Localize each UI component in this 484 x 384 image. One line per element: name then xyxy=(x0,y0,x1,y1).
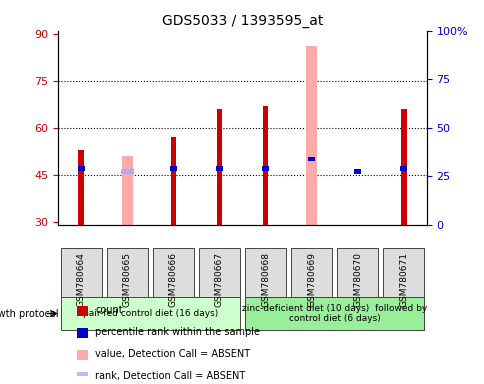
Text: GSM780671: GSM780671 xyxy=(398,252,408,307)
FancyBboxPatch shape xyxy=(336,248,378,298)
Title: GDS5033 / 1393595_at: GDS5033 / 1393595_at xyxy=(162,14,322,28)
Bar xyxy=(78,150,84,225)
Bar xyxy=(399,166,407,171)
Bar xyxy=(76,306,88,316)
Bar xyxy=(400,109,406,225)
FancyBboxPatch shape xyxy=(106,248,148,298)
Bar xyxy=(305,46,317,225)
Bar xyxy=(215,166,223,171)
Text: GSM780670: GSM780670 xyxy=(352,252,362,307)
Text: zinc-deficient diet (10 days)  followed by
control diet (6 days): zinc-deficient diet (10 days) followed b… xyxy=(242,304,426,323)
FancyBboxPatch shape xyxy=(60,298,240,330)
FancyBboxPatch shape xyxy=(244,298,424,330)
Text: value, Detection Call = ABSENT: value, Detection Call = ABSENT xyxy=(95,349,250,359)
Bar xyxy=(169,166,177,171)
Text: GSM780665: GSM780665 xyxy=(122,252,132,307)
Text: pair-fed control diet (16 days): pair-fed control diet (16 days) xyxy=(83,309,217,318)
Bar xyxy=(121,169,134,174)
Text: GSM780664: GSM780664 xyxy=(76,252,86,307)
Bar xyxy=(76,372,88,382)
FancyBboxPatch shape xyxy=(382,248,424,298)
Bar xyxy=(76,328,88,338)
FancyBboxPatch shape xyxy=(198,248,240,298)
Text: rank, Detection Call = ABSENT: rank, Detection Call = ABSENT xyxy=(95,371,245,381)
Bar xyxy=(170,137,176,225)
Bar xyxy=(77,166,85,171)
Bar xyxy=(262,106,268,225)
Bar xyxy=(307,157,315,161)
Text: GSM780666: GSM780666 xyxy=(168,252,178,307)
Text: GSM780669: GSM780669 xyxy=(306,252,316,307)
Bar xyxy=(261,166,269,171)
FancyBboxPatch shape xyxy=(290,248,332,298)
Text: GSM780668: GSM780668 xyxy=(260,252,270,307)
Text: count: count xyxy=(95,305,122,315)
FancyBboxPatch shape xyxy=(60,248,102,298)
Bar xyxy=(353,169,361,174)
Text: growth protocol: growth protocol xyxy=(0,308,59,318)
Bar xyxy=(121,156,133,225)
FancyBboxPatch shape xyxy=(244,248,286,298)
FancyBboxPatch shape xyxy=(152,248,194,298)
Bar xyxy=(76,350,88,360)
Bar xyxy=(216,109,222,225)
Text: GSM780667: GSM780667 xyxy=(214,252,224,307)
Text: percentile rank within the sample: percentile rank within the sample xyxy=(95,327,259,337)
